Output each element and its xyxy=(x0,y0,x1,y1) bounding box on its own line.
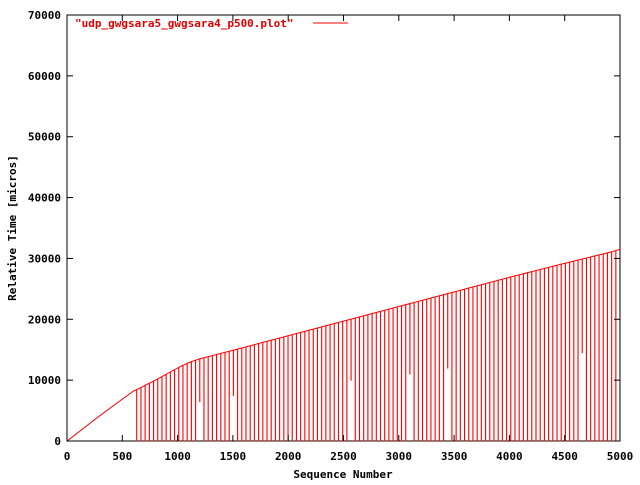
x-tick-label: 2000 xyxy=(275,450,302,463)
y-axis-ticks: 0 10000 20000 30000 40000 50000 60000 70000 xyxy=(28,9,620,448)
x-tick-label: 4000 xyxy=(496,450,523,463)
y-tick-label: 20000 xyxy=(28,313,61,326)
y-tick-label: 30000 xyxy=(28,252,61,265)
x-tick-label: 0 xyxy=(64,450,71,463)
x-tick-label: 3500 xyxy=(441,450,468,463)
y-axis-label: Relative Time [micros] xyxy=(6,155,19,301)
x-axis-ticks: 0 500 1000 1500 2000 2500 3000 3500 4000 4500 5000 xyxy=(64,15,634,463)
legend-label: "udp_gwgsara5_gwgsara4_p500.plot" xyxy=(75,17,294,30)
y-tick-label: 40000 xyxy=(28,192,61,205)
y-tick-label: 0 xyxy=(54,435,61,448)
y-tick-label: 60000 xyxy=(28,70,61,83)
series-group xyxy=(66,248,621,442)
series-line xyxy=(66,248,621,442)
x-tick-label: 2500 xyxy=(330,450,357,463)
x-tick-label: 5000 xyxy=(607,450,634,463)
x-tick-label: 1000 xyxy=(164,450,191,463)
x-axis-label: Sequence Number xyxy=(293,468,393,480)
x-tick-label: 4500 xyxy=(551,450,578,463)
x-tick-label: 1500 xyxy=(220,450,247,463)
y-tick-label: 50000 xyxy=(28,131,61,144)
y-tick-label: 70000 xyxy=(28,9,61,22)
x-tick-label: 3000 xyxy=(386,450,413,463)
plot-area-frame xyxy=(66,14,621,442)
legend: "udp_gwgsara5_gwgsara4_p500.plot" xyxy=(75,17,348,30)
x-tick-label: 500 xyxy=(112,450,132,463)
y-tick-label: 10000 xyxy=(28,374,61,387)
